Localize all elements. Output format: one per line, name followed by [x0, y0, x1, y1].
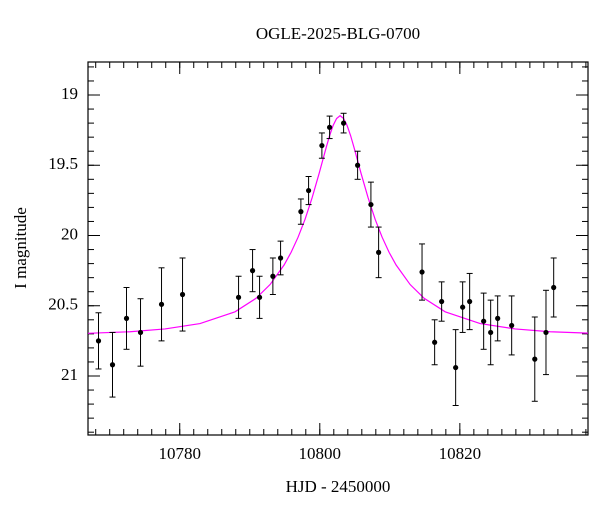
- data-point: [368, 201, 374, 208]
- plot-frame: [87, 61, 589, 436]
- model-curve: [87, 114, 589, 334]
- data-point: [419, 269, 425, 275]
- data-point: [460, 304, 466, 310]
- data-point: [137, 329, 144, 336]
- y-tick-label: 20: [61, 224, 78, 243]
- x-tick-label: 10820: [439, 444, 482, 463]
- data-point: [319, 142, 325, 149]
- x-axis-label: HJD - 2450000: [286, 477, 391, 496]
- data-point: [95, 338, 102, 344]
- x-tick-label: 10780: [158, 444, 201, 463]
- y-tick-label: 19: [61, 84, 78, 103]
- data-point: [123, 315, 130, 321]
- data-point: [249, 268, 256, 274]
- data-point: [488, 329, 494, 336]
- data-point: [467, 298, 473, 305]
- chart-title: OGLE-2025-BLG-0700: [256, 24, 420, 43]
- data-point: [326, 124, 333, 130]
- data-point: [481, 318, 487, 324]
- data-point: [341, 120, 347, 126]
- data-point: [532, 356, 538, 362]
- data-point: [432, 339, 438, 345]
- data-point: [179, 291, 186, 298]
- data-point: [305, 187, 312, 194]
- data-point: [109, 362, 116, 368]
- data-point: [256, 294, 263, 300]
- y-tick-label: 19.5: [48, 154, 78, 173]
- y-tick-label: 20.5: [48, 295, 78, 314]
- data-point: [551, 284, 557, 291]
- y-axis-label: I magnitude: [11, 207, 30, 289]
- data-point: [270, 273, 276, 279]
- data-point: [439, 298, 445, 305]
- data-point: [543, 329, 549, 336]
- data-point: [376, 249, 382, 255]
- data-point: [509, 322, 515, 329]
- data-point: [277, 255, 284, 261]
- data-point: [158, 301, 165, 307]
- data-point: [495, 315, 501, 321]
- data-point: [453, 364, 459, 371]
- y-tick-label: 21: [61, 365, 78, 384]
- data-point: [355, 162, 361, 168]
- data-point: [235, 294, 242, 300]
- x-tick-label: 10800: [299, 444, 342, 463]
- data-point: [298, 209, 304, 215]
